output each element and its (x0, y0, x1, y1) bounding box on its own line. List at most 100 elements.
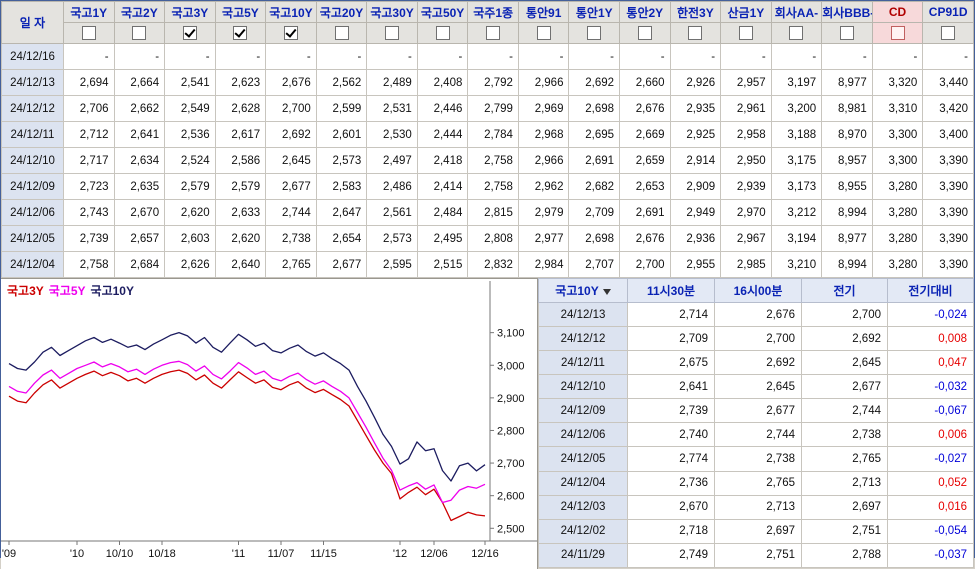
checkbox-cell (720, 22, 772, 44)
value-cell: 2,700 (714, 326, 802, 352)
table-row: 24/11/29 2,749 2,751 2,788 -0,037 (538, 542, 974, 569)
value-cell: 2,628 (214, 95, 267, 122)
value-cell: - (568, 43, 621, 70)
value-cell: 2,692 (714, 350, 802, 376)
column-checkbox[interactable] (435, 26, 450, 41)
value-cell: 2,936 (669, 225, 722, 252)
value-cell: 2,573 (366, 225, 418, 252)
value-cell: 2,675 (627, 350, 715, 376)
column-checkbox[interactable] (536, 26, 551, 41)
value-cell: 2,670 (113, 199, 166, 226)
column-header: 국고3Y (164, 1, 216, 23)
column-header: 국고10Y (265, 1, 317, 23)
value-cell: 2,626 (164, 251, 216, 278)
column-checkbox[interactable] (233, 26, 248, 41)
checkbox-cell (669, 22, 722, 44)
value-cell: 2,698 (568, 225, 621, 252)
value-cell: 2,640 (214, 251, 267, 278)
chart-panel: 3,100 3,000 2,900 2,800 2,700 2,600 2,500 '09 '1… (1, 278, 538, 569)
intraday-header-cell: 전기대비 (887, 278, 974, 303)
column-checkbox[interactable] (486, 26, 501, 41)
checkbox-cell (770, 22, 823, 44)
column-checkbox[interactable] (587, 26, 602, 41)
column-checkbox[interactable] (941, 26, 956, 41)
value-cell: 3,390 (922, 251, 974, 278)
x-axis-label: 12/06 (420, 548, 448, 560)
value-cell: 8,977 (821, 225, 873, 252)
column-checkbox[interactable] (839, 26, 854, 41)
value-cell: 2,676 (619, 225, 671, 252)
value-cell: - (517, 43, 570, 70)
date-cell: 24/12/16 (1, 43, 64, 70)
value-cell: 8,981 (821, 95, 873, 122)
value-cell: 2,486 (366, 173, 418, 200)
value-cell: 2,562 (315, 69, 368, 96)
change-cell: -0,024 (887, 301, 974, 328)
value-cell: - (265, 43, 317, 70)
value-cell: 2,740 (627, 422, 715, 448)
value-cell: 2,697 (801, 494, 888, 520)
value-cell: 2,914 (669, 147, 722, 174)
column-header: 국고5Y (214, 1, 267, 23)
value-cell: 2,660 (619, 69, 671, 96)
intraday-header-cell: 11시30분 (627, 278, 715, 303)
value-cell: 2,633 (214, 199, 267, 226)
column-header: CP91D (922, 1, 974, 23)
column-checkbox[interactable] (283, 26, 298, 41)
checkbox-cell (113, 22, 166, 44)
column-checkbox[interactable] (334, 26, 349, 41)
column-checkbox[interactable] (789, 26, 804, 41)
value-cell: 2,966 (517, 147, 570, 174)
value-cell: 2,979 (517, 199, 570, 226)
table-row: 24/12/06 2,743 2,670 2,620 2,633 2,744 2,647 2,… (1, 199, 974, 226)
value-cell: 2,515 (416, 251, 469, 278)
checkbox-cell (416, 22, 469, 44)
date-cell: 24/12/11 (538, 350, 628, 376)
column-checkbox[interactable] (688, 26, 703, 41)
value-cell: 2,698 (568, 95, 621, 122)
value-cell: 2,739 (627, 398, 715, 424)
value-cell: 2,676 (714, 301, 802, 328)
value-cell: 2,765 (714, 470, 802, 496)
column-checkbox[interactable] (81, 26, 96, 41)
value-cell: 2,808 (467, 225, 519, 252)
value-cell: 2,950 (720, 147, 772, 174)
value-cell: 2,635 (113, 173, 166, 200)
column-checkbox[interactable] (738, 26, 753, 41)
value-cell: 3,440 (922, 69, 974, 96)
column-header: 산금1Y (720, 1, 772, 23)
value-cell: 2,700 (619, 251, 671, 278)
change-cell: -0,054 (887, 518, 974, 544)
column-checkbox[interactable] (385, 26, 400, 41)
change-cell: -0,027 (887, 446, 974, 472)
column-checkbox[interactable] (132, 26, 147, 41)
value-cell: 2,408 (416, 69, 469, 96)
value-cell: 2,709 (568, 199, 621, 226)
value-cell: - (821, 43, 873, 70)
value-cell: 2,815 (467, 199, 519, 226)
value-cell: 2,634 (113, 147, 166, 174)
value-cell: 2,744 (801, 398, 888, 424)
checkbox-cell (517, 22, 570, 44)
legend-item-ktb-3y: 국고3Y (7, 284, 44, 298)
value-cell: 2,969 (517, 95, 570, 122)
value-cell: 2,926 (669, 69, 722, 96)
table-row: 24/12/03 2,670 2,713 2,697 0,016 (538, 494, 974, 520)
value-cell: 2,966 (517, 69, 570, 96)
value-cell: - (214, 43, 267, 70)
y-axis-label: 2,600 (497, 491, 525, 503)
intraday-header-cell[interactable]: 국고10Y (538, 278, 628, 303)
date-cell: 24/12/06 (1, 199, 64, 226)
column-checkbox[interactable] (890, 26, 905, 41)
column-checkbox[interactable] (182, 26, 197, 41)
value-cell: 2,620 (214, 225, 267, 252)
value-cell: - (770, 43, 823, 70)
column-header: 국고30Y (366, 1, 418, 23)
checkbox-cell (467, 22, 519, 44)
value-cell: 2,677 (714, 398, 802, 424)
column-checkbox[interactable] (637, 26, 652, 41)
value-cell: 2,788 (801, 542, 888, 569)
value-cell: 2,962 (517, 173, 570, 200)
value-cell: 2,495 (416, 225, 469, 252)
